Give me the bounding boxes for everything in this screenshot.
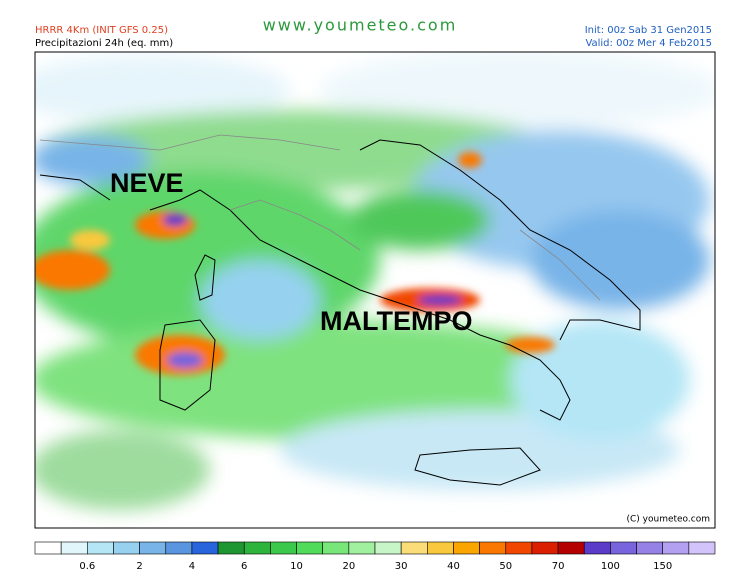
precipitation-map: NEVE MALTEMPO (C) youmeteo.com — [35, 52, 715, 528]
color-swatch — [165, 541, 193, 555]
colorbar-label: 100 — [601, 561, 620, 572]
colorbar-label: 10 — [290, 561, 303, 572]
color-swatch — [34, 541, 62, 555]
color-swatch — [270, 541, 297, 555]
color-swatch — [453, 541, 480, 555]
colorbar-label: 150 — [653, 561, 672, 572]
colorbar-label: 70 — [552, 561, 565, 572]
colorbar-label: 2 — [136, 561, 142, 572]
colorbar-label: 30 — [395, 561, 408, 572]
color-swatch — [374, 541, 402, 555]
color-swatch — [610, 541, 637, 555]
color-swatch — [243, 541, 271, 555]
field-name: Precipitazioni 24h (eq. mm) — [35, 38, 173, 49]
color-swatch — [60, 541, 88, 555]
colorbar-label: 20 — [342, 561, 355, 572]
color-swatch — [296, 541, 323, 555]
color-swatch — [139, 541, 167, 555]
model-name: HRRR 4Km (INIT GFS 0.25) — [35, 25, 168, 36]
colorbar-label: 40 — [447, 561, 460, 572]
color-swatch — [479, 541, 507, 555]
map-label: NEVE — [110, 168, 184, 198]
map-frame — [34, 51, 716, 529]
copyright: (C) youmeteo.com — [626, 515, 710, 525]
site-name: www.youmeteo.com — [263, 16, 458, 35]
colorbar-label: 0.6 — [79, 561, 95, 572]
color-swatch — [217, 541, 245, 555]
color-swatch — [557, 541, 585, 555]
color-swatch — [583, 541, 611, 555]
map-label: MALTEMPO — [320, 306, 472, 336]
color-swatch — [191, 541, 219, 555]
color-swatch — [87, 541, 114, 555]
color-swatch — [400, 541, 428, 555]
colorbar-label: 4 — [189, 561, 195, 572]
colorbar: 0.6 2 4 6 10 20 30 40 50 70 100 150 — [34, 541, 716, 572]
init-time: Init: 00z Sab 31 Gen2015 — [585, 25, 712, 36]
color-swatch — [322, 541, 350, 555]
color-swatch — [688, 541, 716, 555]
color-swatch — [348, 541, 376, 555]
color-swatch — [505, 541, 533, 555]
colorbar-label: 6 — [241, 561, 247, 572]
color-swatch — [113, 541, 140, 555]
color-swatch — [531, 541, 559, 555]
color-swatch — [636, 541, 663, 555]
color-swatch — [427, 541, 454, 555]
colorbar-label: 50 — [499, 561, 512, 572]
color-swatch — [662, 541, 690, 555]
valid-time: Valid: 00z Mer 4 Feb2015 — [585, 38, 712, 49]
